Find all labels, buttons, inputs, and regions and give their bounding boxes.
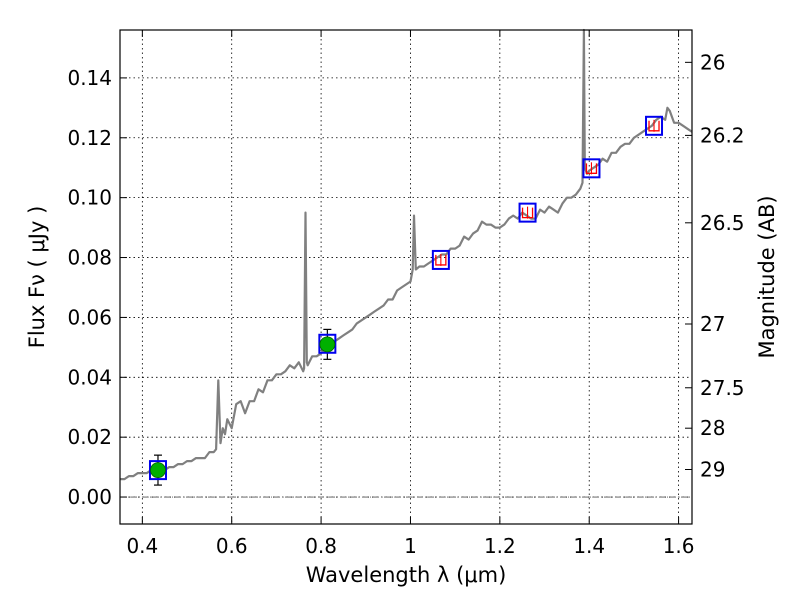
y2-axis-label: Magnitude (AB) <box>755 195 779 358</box>
y-tick-label: 0.14 <box>67 66 112 90</box>
x-tick-label: 0.6 <box>216 534 248 558</box>
x-axis-label: Wavelength λ (μm) <box>306 563 507 587</box>
x-tick-label: 1.2 <box>484 534 516 558</box>
y-tick-label: 0.04 <box>67 365 112 389</box>
model-photometry-box <box>645 115 664 136</box>
spectrum <box>120 28 693 481</box>
model-photometry-box <box>582 158 601 179</box>
model-photometry-box <box>431 249 450 270</box>
axis-ticks: 0.4 0.6 0.8 1 1.2 1.4 1.6 0.00 0.02 0.04 0.06 0.08 0… <box>67 30 745 558</box>
y-tick-label: 0.06 <box>67 305 112 329</box>
photometry-markers <box>148 115 664 486</box>
y-tick-label: 0.02 <box>67 425 112 449</box>
x-tick-label: 0.4 <box>126 534 158 558</box>
y2-tick-label: 27 <box>700 312 725 336</box>
y2-tick-label: 27.5 <box>700 376 745 400</box>
model-photometry-box <box>518 202 537 223</box>
y-tick-label: 0.00 <box>67 485 112 509</box>
y-tick-label: 0.08 <box>67 246 112 270</box>
observed-flux-point <box>150 462 166 479</box>
x-tick-label: 0.8 <box>305 534 337 558</box>
x-tick-label: 1.4 <box>573 534 605 558</box>
y-tick-label: 0.12 <box>67 126 112 150</box>
grid <box>120 30 692 524</box>
y2-tick-label: 26.5 <box>700 211 745 235</box>
observed-flux-point <box>319 336 336 353</box>
y2-tick-label: 28 <box>700 416 725 440</box>
x-tick-label: 1 <box>404 534 417 558</box>
y2-tick-label: 29 <box>700 458 725 482</box>
model-spectrum-line <box>120 28 693 481</box>
y2-tick-label: 26 <box>700 50 725 74</box>
y-tick-label: 0.10 <box>67 186 112 210</box>
plot-frame <box>119 29 693 525</box>
y2-tick-label: 26.2 <box>700 123 745 147</box>
model-photometry-box <box>318 333 337 354</box>
y-axis-label: Flux Fν ( μJy ) <box>25 206 49 349</box>
x-tick-label: 1.6 <box>663 534 695 558</box>
model-photometry-box <box>148 460 167 481</box>
